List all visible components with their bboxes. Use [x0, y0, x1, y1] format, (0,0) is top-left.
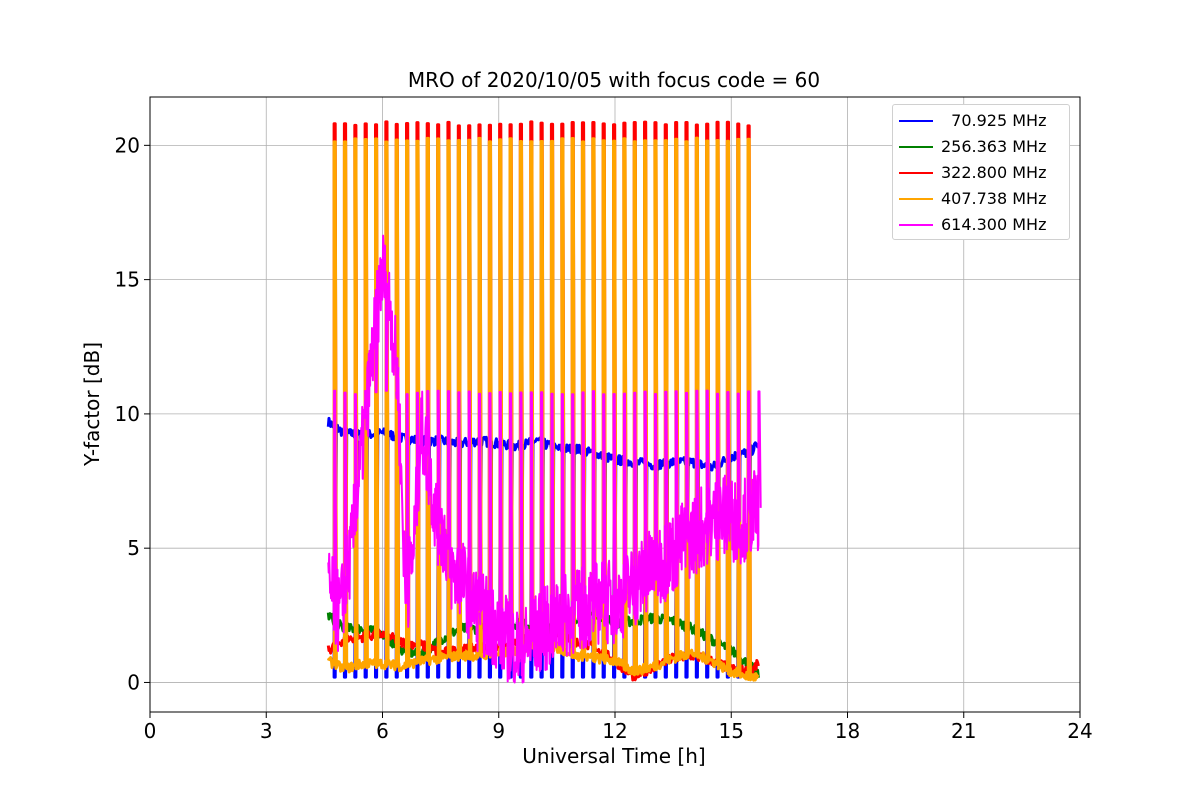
- legend-entry: 256.363 MHz: [893, 134, 1071, 160]
- y-tick-label: 5: [127, 536, 140, 560]
- legend-swatch: [899, 172, 933, 174]
- legend-label: 256.363 MHz: [941, 137, 1047, 156]
- legend-entry: 407.738 MHz: [893, 186, 1071, 212]
- legend-label: 70.925 MHz: [941, 111, 1047, 130]
- chart-legend: 70.925 MHz 256.363 MHz 322.800 MHz 407.738 …: [892, 104, 1070, 240]
- y-tick-label: 10: [115, 402, 140, 426]
- y-tick-label: 0: [127, 670, 140, 694]
- y-tick-label: 20: [115, 133, 140, 157]
- x-axis-label: Universal Time [h]: [522, 744, 706, 768]
- legend-swatch: [899, 120, 933, 122]
- x-tick-label: 9: [492, 719, 505, 743]
- legend-label: 322.800 MHz: [941, 163, 1047, 182]
- legend-label: 407.738 MHz: [941, 189, 1047, 208]
- legend-swatch: [899, 198, 933, 200]
- legend-entry: 614.300 MHz: [893, 212, 1071, 238]
- y-axis-label: Y-factor [dB]: [80, 341, 104, 467]
- legend-entry: 70.925 MHz: [893, 108, 1071, 134]
- legend-swatch: [899, 224, 933, 226]
- x-tick-label: 12: [602, 719, 627, 743]
- legend-label: 614.300 MHz: [941, 215, 1047, 234]
- legend-entry: 322.800 MHz: [893, 160, 1071, 186]
- x-tick-label: 15: [719, 719, 744, 743]
- x-tick-label: 6: [376, 719, 389, 743]
- series-line-4: [327, 234, 762, 684]
- x-tick-label: 3: [260, 719, 273, 743]
- legend-swatch: [899, 146, 933, 148]
- x-tick-label: 21: [951, 719, 976, 743]
- y-tick-label: 15: [115, 268, 140, 292]
- x-tick-label: 18: [835, 719, 860, 743]
- chart-title: MRO of 2020/10/05 with focus code = 60: [407, 68, 821, 92]
- x-tick-label: 24: [1067, 719, 1092, 743]
- x-tick-label: 0: [144, 719, 157, 743]
